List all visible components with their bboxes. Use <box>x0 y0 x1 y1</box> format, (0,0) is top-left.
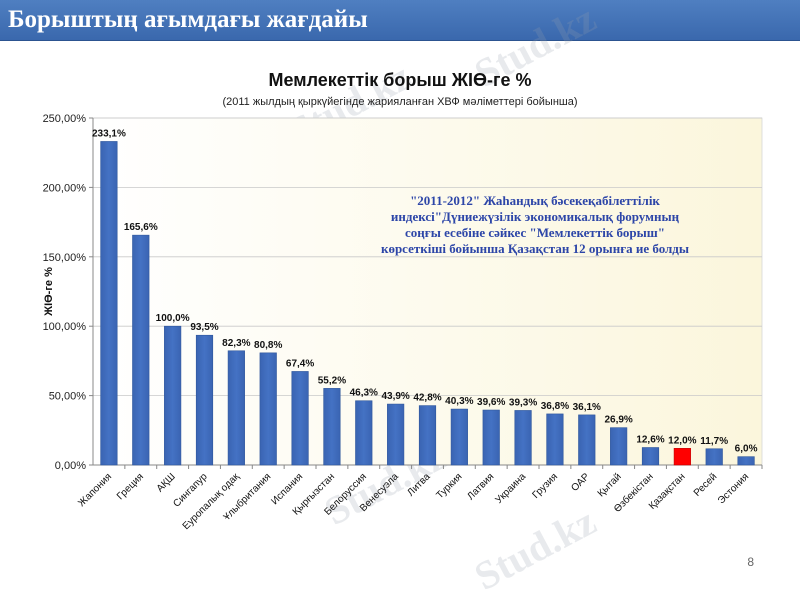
chart-title: Мемлекеттік борыш ЖІӨ-ге % <box>268 70 532 90</box>
y-tick-label: 0,00% <box>55 460 86 472</box>
bar <box>641 447 660 466</box>
bar-value-label: 36,1% <box>573 402 601 413</box>
bar <box>355 400 373 466</box>
bar <box>291 371 309 466</box>
bar-value-label: 36,8% <box>541 401 569 412</box>
bar-value-label: 6,0% <box>735 444 758 455</box>
x-tick-label: ОАР <box>569 471 592 494</box>
bar <box>164 325 182 466</box>
y-tick-label: 250,00% <box>43 113 87 125</box>
bar <box>323 388 341 466</box>
bar-value-label: 100,0% <box>156 313 190 324</box>
bar <box>482 409 500 466</box>
bar-value-label: 39,3% <box>509 397 537 408</box>
slide-title: Борыштың ағымдағы жағдайы <box>8 6 368 33</box>
bar-value-label: 67,4% <box>286 358 314 369</box>
bar-value-label: 40,3% <box>445 396 473 407</box>
chart-annotation: "2011-2012" Жаһандық бәсекеқабілеттілік … <box>380 193 690 256</box>
bar-value-label: 12,6% <box>636 435 664 446</box>
x-tick-label: Ресей <box>692 471 720 499</box>
bar-value-label: 11,7% <box>700 436 728 447</box>
x-tick-label: Қытай <box>596 471 624 499</box>
y-tick-label: 150,00% <box>43 252 87 264</box>
chart-subtitle: (2011 жылдың қыркүйегінде жарияланған ХВ… <box>222 96 578 108</box>
page-number: 8 <box>747 555 754 569</box>
bar <box>737 456 755 466</box>
x-tick-label: Жапония <box>76 471 114 509</box>
bar <box>705 448 723 466</box>
bar-value-label: 12,0% <box>668 435 696 446</box>
bar-value-label: 165,6% <box>124 222 158 233</box>
bar <box>259 352 277 466</box>
bar <box>387 403 405 466</box>
bar <box>450 408 468 466</box>
y-tick-label: 200,00% <box>43 182 87 194</box>
bar-value-label: 93,5% <box>190 322 218 333</box>
bar-value-label: 82,3% <box>222 338 250 349</box>
bar-value-label: 43,9% <box>381 391 409 402</box>
x-tick-label: Литва <box>405 471 433 499</box>
bar <box>227 350 245 466</box>
bar-value-label: 55,2% <box>318 375 346 386</box>
bar-value-label: 42,8% <box>413 393 441 404</box>
x-tick-label: Украина <box>493 471 528 506</box>
bar <box>578 414 596 466</box>
bar <box>195 334 214 466</box>
bar-value-label: 80,8% <box>254 340 282 351</box>
bar-value-label: 26,9% <box>604 415 632 426</box>
bar <box>546 413 564 466</box>
bar <box>610 427 628 466</box>
header-bar: Борыштың ағымдағы жағдайы <box>0 0 800 41</box>
y-tick-label: 50,00% <box>49 391 87 403</box>
x-tick-label: Туркия <box>435 471 465 501</box>
bar-value-label: 233,1% <box>92 128 126 139</box>
y-tick-label: 100,00% <box>43 321 87 333</box>
bar <box>418 405 437 466</box>
bar <box>132 234 150 466</box>
bar-chart: 0,00% 50,00% 100,00% 150,00% 200,00% 250,00% Ж… <box>43 113 763 532</box>
x-tick-label: Латвия <box>465 471 496 502</box>
y-axis-label: ЖІӨ-ге % <box>43 267 55 317</box>
x-tick-label: Еуропалық одақ <box>181 471 242 532</box>
bar <box>514 410 532 466</box>
x-tick-label: Греция <box>115 471 146 502</box>
bar-value-label: 39,6% <box>477 397 505 408</box>
x-tick-label: Эстония <box>716 471 751 506</box>
x-tick-label: АҚШ <box>155 471 178 494</box>
bar <box>673 448 691 466</box>
bar <box>100 141 118 466</box>
x-tick-label: Грузия <box>530 471 560 501</box>
bar-value-label: 46,3% <box>350 388 378 399</box>
